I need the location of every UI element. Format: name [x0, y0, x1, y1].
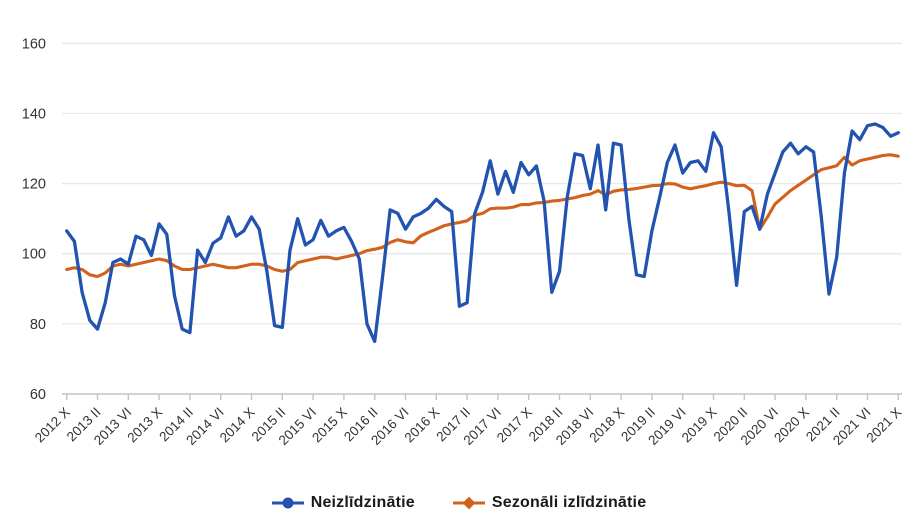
- orange-line-diamond-marker-icon: [452, 496, 485, 510]
- x-axis-label: 2021 X: [864, 405, 905, 446]
- x-axis-label: 2016 X: [402, 405, 443, 446]
- x-axis-label: 2014 X: [217, 405, 258, 446]
- blue-line-circle-marker-icon: [271, 497, 304, 509]
- legend-item-neizlidzinatie[interactable]: Neizlīdzinātie: [271, 494, 415, 512]
- y-axis-label: 140: [22, 106, 46, 122]
- x-axis-label: 2017 X: [494, 405, 535, 446]
- legend-label-neizlidzinatie: Neizlīdzinātie: [310, 494, 415, 511]
- chart-legend: Neizlīdzinātie Sezonāli izlīdzinātie: [0, 494, 918, 512]
- y-axis-label: 80: [30, 317, 46, 333]
- x-axis-label: 2020 X: [771, 405, 812, 446]
- y-axis-label: 60: [30, 387, 46, 403]
- y-axis-label: 160: [22, 36, 46, 52]
- y-axis-label: 100: [22, 247, 46, 263]
- x-axis-label: 2015 X: [309, 405, 350, 446]
- x-axis-label: 2018 X: [586, 405, 627, 446]
- legend-label-sezonali-izlidzinatie: Sezonāli izlīdzinātie: [491, 494, 647, 511]
- x-axis-label: 2013 X: [124, 405, 165, 446]
- x-axis-label: 2012 X: [32, 405, 73, 446]
- y-axis-label: 120: [22, 177, 46, 193]
- legend-item-sezonali-izlidzinatie[interactable]: Sezonāli izlīdzinātie: [452, 494, 647, 512]
- series-line-neizlidzinatie: [65, 122, 900, 344]
- x-axis-label: 2019 X: [679, 405, 720, 446]
